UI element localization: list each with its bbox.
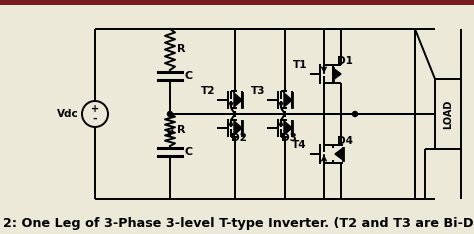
Text: D2: D2	[231, 133, 247, 143]
Text: +: +	[91, 104, 99, 114]
Text: D4: D4	[337, 136, 353, 146]
Circle shape	[167, 111, 173, 117]
Polygon shape	[284, 121, 292, 135]
Polygon shape	[234, 93, 242, 107]
Text: D1: D1	[337, 56, 353, 66]
Polygon shape	[284, 93, 292, 107]
Polygon shape	[234, 121, 242, 135]
Bar	[0, 0, 474, 5]
Text: R: R	[177, 44, 185, 55]
Text: -: -	[93, 114, 97, 124]
Polygon shape	[333, 68, 341, 80]
Text: T4: T4	[292, 140, 307, 150]
Text: T2: T2	[201, 86, 215, 96]
Polygon shape	[335, 148, 343, 160]
Circle shape	[353, 111, 357, 117]
Text: R: R	[177, 125, 185, 135]
Text: LOAD: LOAD	[443, 99, 453, 129]
Text: D3: D3	[281, 133, 297, 143]
Text: 2: One Leg of 3-Phase 3-level T-type Inverter. (T2 and T3 are Bi-Directio: 2: One Leg of 3-Phase 3-level T-type Inv…	[3, 217, 474, 230]
Text: C: C	[185, 71, 193, 81]
Text: T3: T3	[250, 86, 265, 96]
Text: T1: T1	[292, 60, 307, 70]
Text: C: C	[185, 147, 193, 157]
Text: Vdc: Vdc	[57, 109, 79, 119]
Bar	[435, 79, 461, 149]
